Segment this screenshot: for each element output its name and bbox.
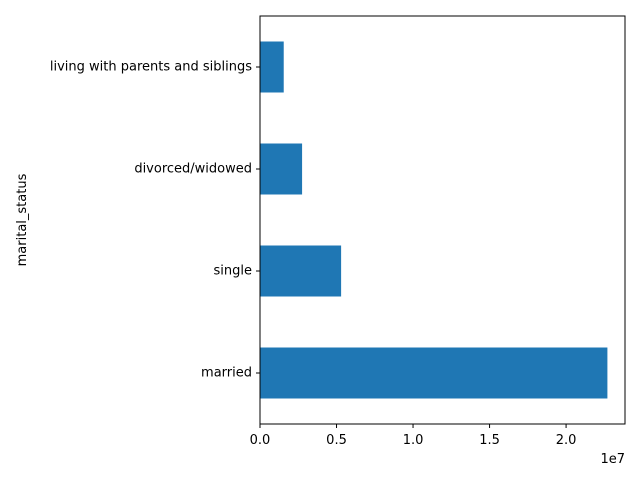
x-tick-label: 2.0 bbox=[556, 433, 577, 448]
y-tick-label: living with parents and siblings bbox=[50, 60, 252, 75]
x-axis-offset-label: 1e7 bbox=[600, 452, 625, 467]
x-tick-label: 1.5 bbox=[479, 433, 500, 448]
bar-divorced-widowed bbox=[260, 143, 303, 195]
x-tick-label: 1.0 bbox=[403, 433, 424, 448]
plot-frame bbox=[259, 15, 626, 425]
bar-living-with-parents-and-siblings bbox=[260, 41, 284, 93]
y-ticks-group: married single divorced/widowed living with… bbox=[50, 60, 260, 381]
y-tick-label: single bbox=[214, 264, 253, 279]
x-tick-label: 0.5 bbox=[326, 433, 347, 448]
x-tick-label: 0.0 bbox=[250, 433, 271, 448]
x-ticks-group: 0.0 0.5 1.0 1.5 2.0 bbox=[250, 424, 577, 448]
bar-married bbox=[260, 347, 608, 399]
y-tick-label: married bbox=[201, 366, 252, 381]
bar-single bbox=[260, 245, 342, 297]
y-axis-label: marital_status bbox=[15, 173, 30, 266]
y-tick-label: divorced/widowed bbox=[134, 162, 252, 177]
bars-group bbox=[260, 41, 608, 399]
